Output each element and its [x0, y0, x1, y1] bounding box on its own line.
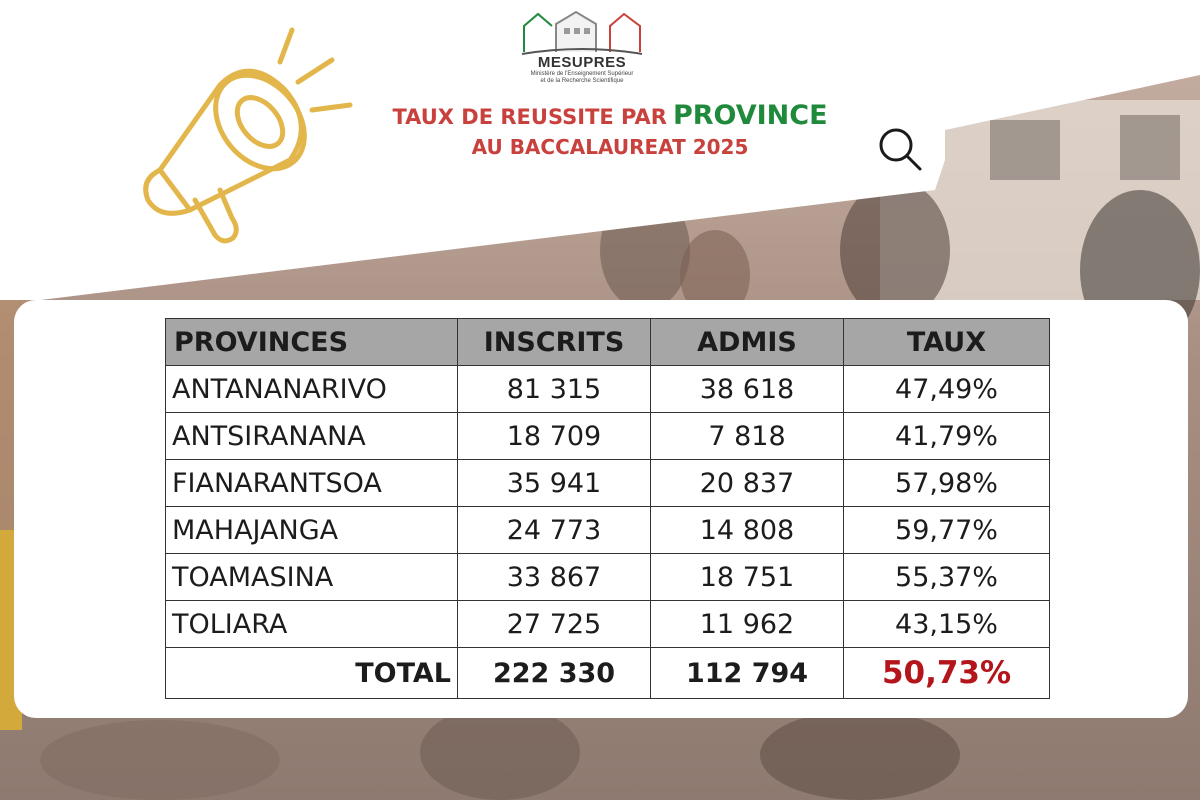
title-line-2: AU BACCALAUREAT 2025: [471, 135, 749, 159]
results-table: PROVINCES INSCRITS ADMIS TAUX ANTANANARI…: [165, 318, 1050, 699]
province-cell: FIANARANTSOA: [165, 459, 458, 507]
table-row: ANTSIRANANA 18 709 7 818 41,79%: [165, 412, 1050, 460]
admis-cell: 7 818: [650, 412, 844, 460]
inscrits-cell: 18 709: [457, 412, 651, 460]
province-cell: TOAMASINA: [165, 553, 458, 601]
taux-cell: 43,15%: [843, 600, 1050, 648]
logo-subtitle-1: Ministère de l'Enseignement Supérieur: [530, 71, 634, 77]
inscrits-cell: 33 867: [457, 553, 651, 601]
table-row: TOLIARA 27 725 11 962 43,15%: [165, 600, 1050, 648]
taux-cell: 57,98%: [843, 459, 1050, 507]
title-part-1: TAUX DE REUSSITE PAR: [392, 105, 667, 129]
province-cell: MAHAJANGA: [165, 506, 458, 554]
header-taux: TAUX: [843, 318, 1050, 366]
total-label: TOTAL: [165, 647, 458, 699]
table-row: ANTANANARIVO 81 315 38 618 47,49%: [165, 365, 1050, 413]
total-taux: 50,73%: [843, 647, 1050, 699]
admis-cell: 11 962: [650, 600, 844, 648]
taux-cell: 41,79%: [843, 412, 1050, 460]
taux-cell: 47,49%: [843, 365, 1050, 413]
search-icon: [876, 125, 924, 173]
header-provinces: PROVINCES: [165, 318, 458, 366]
inscrits-cell: 27 725: [457, 600, 651, 648]
title-line-1: TAUX DE REUSSITE PAR PROVINCE: [340, 100, 880, 131]
taux-cell: 55,37%: [843, 553, 1050, 601]
page-title: TAUX DE REUSSITE PAR PROVINCE AU BACCALAU…: [340, 100, 880, 159]
logo-name: MESUPRES: [537, 54, 627, 71]
mesupres-logo: MESUPRES Ministère de l'Enseignement Sup…: [518, 8, 646, 88]
admis-cell: 14 808: [650, 506, 844, 554]
total-admis: 112 794: [650, 647, 844, 699]
table-header-row: PROVINCES INSCRITS ADMIS TAUX: [165, 318, 1050, 366]
admis-cell: 20 837: [650, 459, 844, 507]
header-inscrits: INSCRITS: [457, 318, 651, 366]
header-admis: ADMIS: [650, 318, 844, 366]
taux-cell: 59,77%: [843, 506, 1050, 554]
total-inscrits: 222 330: [457, 647, 651, 699]
megaphone-icon: [120, 10, 360, 250]
inscrits-cell: 35 941: [457, 459, 651, 507]
total-row: TOTAL 222 330 112 794 50,73%: [165, 647, 1050, 699]
province-cell: ANTANANARIVO: [165, 365, 458, 413]
admis-cell: 18 751: [650, 553, 844, 601]
province-cell: ANTSIRANANA: [165, 412, 458, 460]
inscrits-cell: 81 315: [457, 365, 651, 413]
inscrits-cell: 24 773: [457, 506, 651, 554]
title-province: PROVINCE: [672, 100, 828, 131]
table-row: FIANARANTSOA 35 941 20 837 57,98%: [165, 459, 1050, 507]
table-row: TOAMASINA 33 867 18 751 55,37%: [165, 553, 1050, 601]
logo-subtitle-2: et de la Recherche Scientifique: [540, 78, 624, 84]
results-card: PROVINCES INSCRITS ADMIS TAUX ANTANANARI…: [14, 300, 1188, 718]
province-cell: TOLIARA: [165, 600, 458, 648]
admis-cell: 38 618: [650, 365, 844, 413]
table-row: MAHAJANGA 24 773 14 808 59,77%: [165, 506, 1050, 554]
